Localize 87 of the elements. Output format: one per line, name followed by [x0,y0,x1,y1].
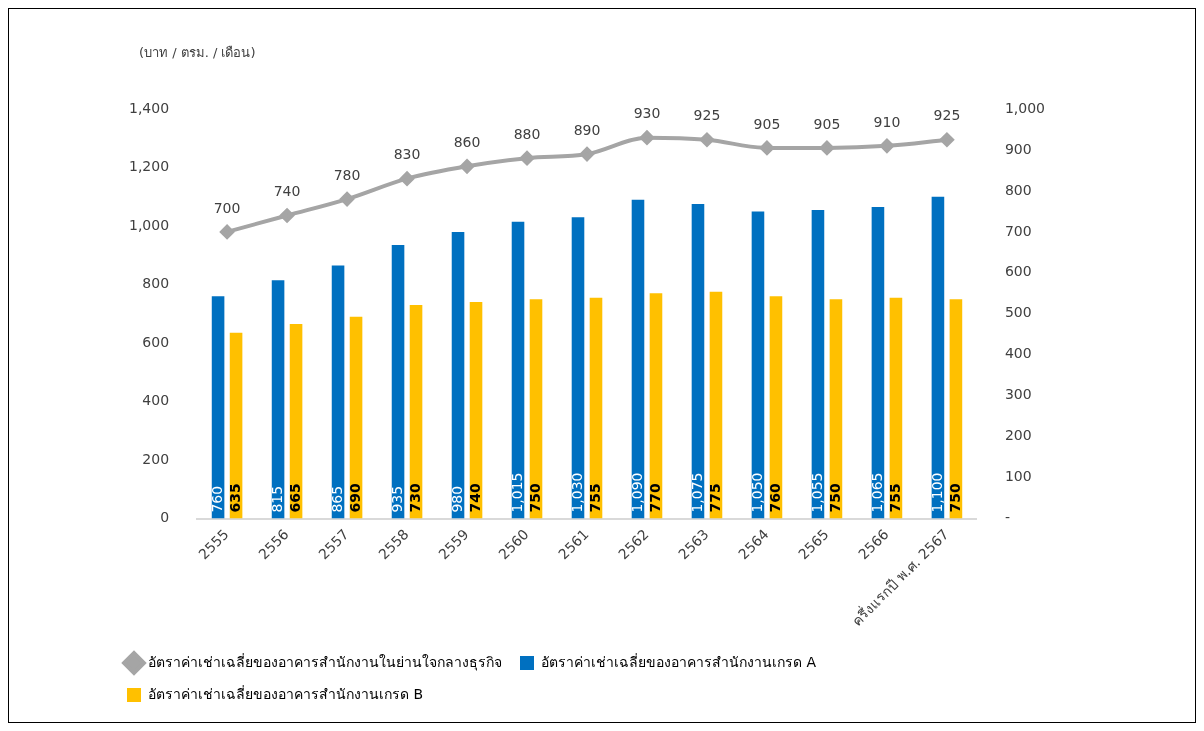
data-label: 780 [333,166,361,183]
point [759,140,774,155]
bar [631,199,645,519]
data-label: 925 [933,107,961,124]
y2-tick-label: 1,000 [1004,99,1046,116]
data-label: 1,030 [568,472,585,513]
data-label: 910 [873,113,901,130]
data-label: 770 [646,483,663,513]
y2-tick-label: 400 [1004,345,1032,362]
bar [211,296,225,519]
y-tick-label: 200 [142,450,170,467]
data-label: 1,015 [508,472,525,513]
data-label: 890 [573,121,601,138]
y2-tick-label: 700 [1004,222,1032,239]
data-label: 1,075 [688,472,705,513]
bar [811,209,825,519]
y2-tick-label: 600 [1004,263,1032,280]
data-label: 1,050 [748,472,765,513]
bar [931,196,945,519]
point [520,151,535,166]
legend-label: อัตราค่าเช่าเฉลี่ยของอาคารสำนักงานเกรด B [148,684,424,702]
point [819,140,834,155]
data-label: 635 [226,483,243,513]
point [580,147,594,162]
point [939,132,954,147]
legend-label: อัตราค่าเช่าเฉลี่ยของอาคารสำนักงานเกรด A [541,652,817,670]
y2-tick-label: - [1004,509,1010,526]
data-label: 665 [286,483,303,513]
data-label: 750 [946,483,963,513]
data-label: 690 [346,483,363,513]
bar [391,245,405,519]
point [460,159,475,174]
data-label: 830 [393,146,421,163]
data-label: 865 [328,485,345,513]
bar [271,280,285,519]
data-label: 740 [273,183,301,200]
data-label: 1,065 [868,472,885,513]
point [280,208,295,223]
data-label: 935 [388,485,405,513]
y-tick-label: 1,400 [128,99,170,116]
point [220,224,235,239]
y-tick-label: 1,200 [128,158,170,175]
bar [571,217,585,519]
y2-tick-label: 800 [1004,181,1032,198]
data-label: 775 [706,483,723,513]
data-label: 925 [693,107,721,124]
data-label: 740 [466,483,483,513]
y2-tick-label: 900 [1004,140,1032,157]
point [879,138,894,153]
bar [751,211,765,519]
data-label: 755 [886,483,903,513]
point [340,192,355,207]
y-tick-label: 1,000 [128,216,170,233]
bar [871,207,885,519]
data-label: 760 [208,485,225,513]
data-label: 750 [826,483,843,513]
bar [691,204,705,519]
data-label: 700 [213,199,241,216]
y2-tick-label: 500 [1004,304,1032,321]
y2-tick-label: 100 [1004,468,1032,485]
data-label: 1,090 [628,472,645,513]
data-label: 815 [268,485,285,513]
data-label: 905 [813,115,841,132]
bar [511,221,525,519]
data-label: 980 [448,485,465,513]
data-label: 755 [586,483,603,513]
y2-tick-label: 200 [1004,427,1032,444]
y2-tick-label: 300 [1004,386,1032,403]
y-tick-label: 400 [142,392,170,409]
point [400,171,415,186]
y-axis-title: (บาท / ตรม. / เดือน) [139,44,256,60]
data-label: 730 [406,483,423,513]
data-label: 760 [766,483,783,513]
data-label: 860 [453,133,481,150]
data-label: 750 [526,483,543,513]
data-label: 905 [753,115,781,132]
data-label: 880 [513,125,541,142]
data-label: 1,055 [808,472,825,513]
y-tick-label: 600 [142,333,170,350]
legend-label: อัตราค่าเช่าเฉลี่ยของอาคารสำนักงานในย่านใจกลางธุรกิจ [148,652,502,671]
y-tick-label: 0 [160,509,170,526]
y-tick-label: 800 [142,275,170,292]
data-label: 1,100 [928,472,945,513]
point [699,132,714,147]
point [639,130,654,145]
data-label: 930 [633,105,661,122]
bar [451,231,465,519]
